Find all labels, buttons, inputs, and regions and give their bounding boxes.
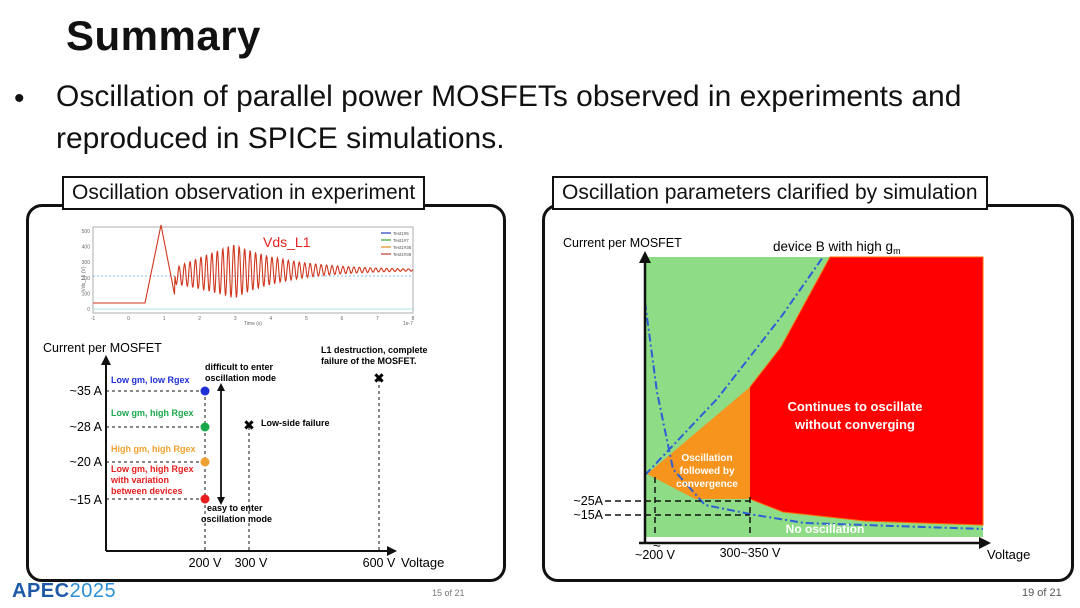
low-side-failure-marker: ✖ <box>243 417 255 433</box>
continue-label-line1: Continues to oscillate <box>787 399 922 414</box>
waveform-x-ticks: -1 0 1 2 3 4 5 6 7 8 <box>91 316 415 322</box>
chart-guides <box>106 379 380 551</box>
point-label-low-gm-low-rgex: Low gm, low Rgex <box>111 375 190 385</box>
point-label-high-gm-high-rgex: High gm, high Rgex <box>111 444 196 454</box>
sim-x-arrow <box>979 537 991 549</box>
point-label-variation-line2: with variation <box>110 475 169 485</box>
current-voltage-chart: Current per MOSFET Voltage ~35 A ~28 A ~… <box>43 341 444 570</box>
device-b-label: device B with high gm <box>773 239 901 256</box>
waveform-y-tick: 400 <box>82 245 91 251</box>
convergence-region <box>647 387 750 499</box>
waveform-x-exponent: 1e-7 <box>403 321 413 327</box>
chart-x-arrow <box>387 546 397 556</box>
low-side-failure-label: Low-side failure <box>261 418 330 428</box>
waveform-x-tick: -1 <box>91 316 96 322</box>
sim-y-arrow <box>639 251 651 263</box>
waveform-x-tick: 4 <box>269 316 272 322</box>
point-low-gm-low-rgex <box>200 386 210 396</box>
low-green-region <box>645 474 983 537</box>
waveform-y-label: Vds_L1 (V) <box>81 266 87 291</box>
easy-text-line2: oscillation mode <box>201 514 272 524</box>
waveform-y-tick: 100 <box>82 291 91 297</box>
point-high-gm-high-rgex <box>200 457 210 467</box>
waveform-legend-entry: Test1#7 <box>393 238 409 243</box>
difficult-text-line1: difficult to enter <box>205 362 273 372</box>
easy-text-line1: easy to enter <box>207 503 263 513</box>
y-tick-20a: ~20 A <box>70 455 103 469</box>
waveform-x-tick: 3 <box>234 316 237 322</box>
x-tick-200v: 200 V <box>189 556 222 570</box>
waveform-legend-entry: Test1#6 <box>393 231 409 236</box>
waveform-x-label: Time (s) <box>244 321 262 327</box>
waveform-trace <box>93 224 414 304</box>
point-label-variation-line1: Low gm, high Rgex <box>111 464 194 474</box>
y-tick-28a: ~28 A <box>70 420 103 434</box>
chart-x-label: Voltage <box>401 555 444 570</box>
no-oscillation-label: No oscillation <box>786 522 865 536</box>
simulation-panel-label: Oscillation parameters clarified by simu… <box>552 176 988 210</box>
l1-destruction-line2: failure of the MOSFET. <box>321 356 417 366</box>
chart-y-arrow <box>101 355 111 365</box>
sim-x-tick-300-350v: 300~350 V <box>720 546 781 560</box>
waveform-legend: Test1#6 Test1#7 Test1#38 Test1#39 <box>381 231 412 257</box>
page-number: 19 of 21 <box>1022 587 1062 599</box>
waveform-x-tick: 8 <box>412 316 415 322</box>
sim-guides <box>605 477 751 537</box>
sim-x-label: Voltage <box>987 547 1030 562</box>
waveform-y-ticks: 500 400 300 200 100 0 <box>82 229 91 313</box>
point-low-gm-high-rgex <box>200 422 210 432</box>
waveform-x-tick: 6 <box>340 316 343 322</box>
point-variation <box>200 494 210 504</box>
sim-x-tick-200v: ~200 V <box>635 548 676 562</box>
waveform-frame <box>92 226 414 314</box>
waveform-x-tick: 0 <box>127 316 130 322</box>
sim-y-label: Current per MOSFET <box>563 236 682 250</box>
sim-y-tick-15a: ~15A <box>573 508 603 522</box>
apec-logo: APEC2025 <box>12 580 117 602</box>
waveform-label: Vds_L1 <box>263 234 311 250</box>
x-tick-600v: 600 V <box>363 556 396 570</box>
converge-label-line2: followed by <box>680 466 735 477</box>
experiment-panel-label: Oscillation observation in experiment <box>62 176 426 210</box>
axis-break-icon: ≈ <box>653 536 661 552</box>
waveform-y-tick: 300 <box>82 260 91 266</box>
waveform-legend-entry: Test1#38 <box>393 245 412 250</box>
waveform-y-tick: 0 <box>87 307 90 313</box>
converge-label-line3: convergence <box>676 479 738 490</box>
simulation-figure: Current per MOSFET ≈ Voltage ~25A ~15A ~… <box>563 236 1030 562</box>
red-region-edge <box>749 256 984 526</box>
point-label-variation-line3: between devices <box>111 486 183 496</box>
converge-label-line1: Oscillation <box>681 453 732 464</box>
waveform-y-tick: 500 <box>82 229 91 235</box>
experiment-panel: 500 400 300 200 100 0 -1 0 1 2 3 4 5 6 7 8 Vds_L1 (V) … <box>26 204 506 582</box>
l1-destruction-marker: ✖ <box>373 370 385 386</box>
waveform-y-tick: 200 <box>82 276 91 282</box>
waveform-x-tick: 5 <box>305 316 308 322</box>
bullet-text: Oscillation of parallel power MOSFETs ob… <box>56 80 962 155</box>
boundary-line-device-b <box>644 256 824 476</box>
page-number-faint: 15 of 21 <box>432 588 465 598</box>
point-label-low-gm-high-rgex: Low gm, high Rgex <box>111 408 194 418</box>
waveform-x-tick: 2 <box>198 316 201 322</box>
slide-title: Summary <box>66 12 261 59</box>
sim-y-tick-25a: ~25A <box>573 494 603 508</box>
waveform-x-tick: 7 <box>376 316 379 322</box>
x-tick-300v: 300 V <box>235 556 268 570</box>
waveform-x-tick: 1 <box>163 316 166 322</box>
difficulty-arrow-down <box>217 497 225 505</box>
l1-destruction-line1: L1 destruction, complete <box>321 345 428 355</box>
chart-y-label: Current per MOSFET <box>43 341 162 355</box>
simulation-panel: Current per MOSFET ≈ Voltage ~25A ~15A ~… <box>542 204 1074 582</box>
y-tick-35a: ~35 A <box>70 384 103 398</box>
y-tick-15a: ~15 A <box>70 493 103 507</box>
difficult-text-line2: oscillation mode <box>205 373 276 383</box>
bullet-marker: • <box>14 82 25 115</box>
waveform-legend-entry: Test1#39 <box>393 252 412 257</box>
difficulty-arrow-up <box>217 383 225 391</box>
continue-label-line2: without converging <box>794 417 915 432</box>
continuous-oscillation-region <box>750 257 983 525</box>
